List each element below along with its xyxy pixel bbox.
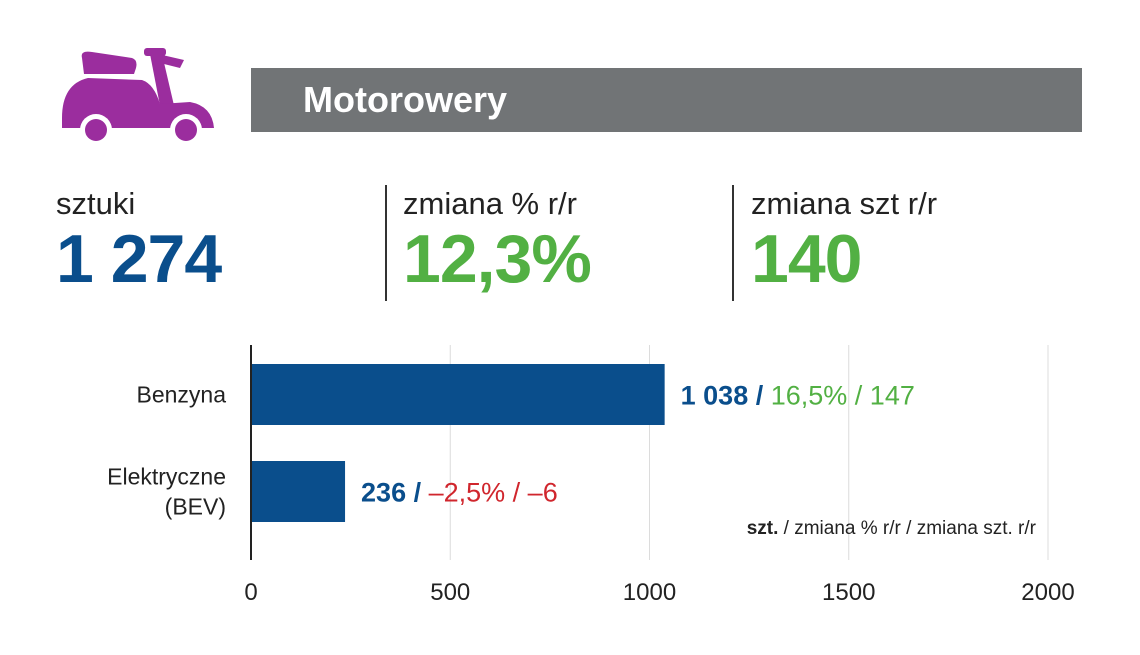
stat-pct-change-label: zmiana % r/r (403, 186, 577, 221)
scooter-icon (62, 48, 214, 146)
stat-pct-change-value: 12,3% (403, 221, 592, 297)
bar (252, 461, 346, 522)
data-label-units: 1 038 / (681, 381, 771, 411)
data-label-pct: –2,5% (429, 478, 506, 508)
data-label: 1 038 / 16,5% / 147 (681, 381, 915, 411)
stat-unit-change-label: zmiana szt r/r (751, 186, 938, 221)
section-title: Motorowery (251, 68, 1082, 132)
bar-chart: 0 500 1000 1500 2000 Benzyna 1 038 / 16,5% / 1… (107, 345, 1075, 606)
x-tick-label: 0 (244, 579, 257, 606)
category-label: (BEV) (165, 494, 226, 520)
data-label-sep: / (505, 478, 528, 508)
stat-unit-change: zmiana szt r/r 140 (751, 185, 937, 295)
data-label-diff: –6 (528, 478, 558, 508)
stat-divider (385, 185, 387, 301)
data-label-sep: / (847, 381, 870, 411)
unit-note-rest: / zmiana % r/r / zmiana szt. r/r (778, 518, 1036, 539)
x-tick-label: 1000 (623, 579, 676, 606)
stat-unit-change-value: 140 (751, 221, 862, 297)
bar (252, 364, 665, 425)
unit-note-bold: szt. (746, 518, 779, 539)
stat-units-value: 1 274 (56, 221, 222, 297)
x-tick-label: 2000 (1021, 579, 1074, 606)
data-label-diff: 147 (870, 381, 915, 411)
stat-units-label: sztuki (56, 186, 136, 221)
stat-divider (732, 185, 734, 301)
category-label: Benzyna (136, 382, 226, 408)
data-label-units: 236 / (361, 478, 429, 508)
data-label: 236 / –2,5% / –6 (361, 478, 558, 508)
unit-note: szt. / zmiana % r/r / zmiana szt. r/r (747, 518, 1036, 540)
stat-pct-change: zmiana % r/r 12,3% (403, 185, 592, 297)
data-label-pct: 16,5% (771, 381, 848, 411)
x-tick-label: 1500 (822, 579, 875, 606)
stat-units: sztuki 1 274 (56, 185, 222, 297)
x-tick-label: 500 (430, 579, 470, 606)
category-label: Elektryczne (107, 464, 226, 490)
